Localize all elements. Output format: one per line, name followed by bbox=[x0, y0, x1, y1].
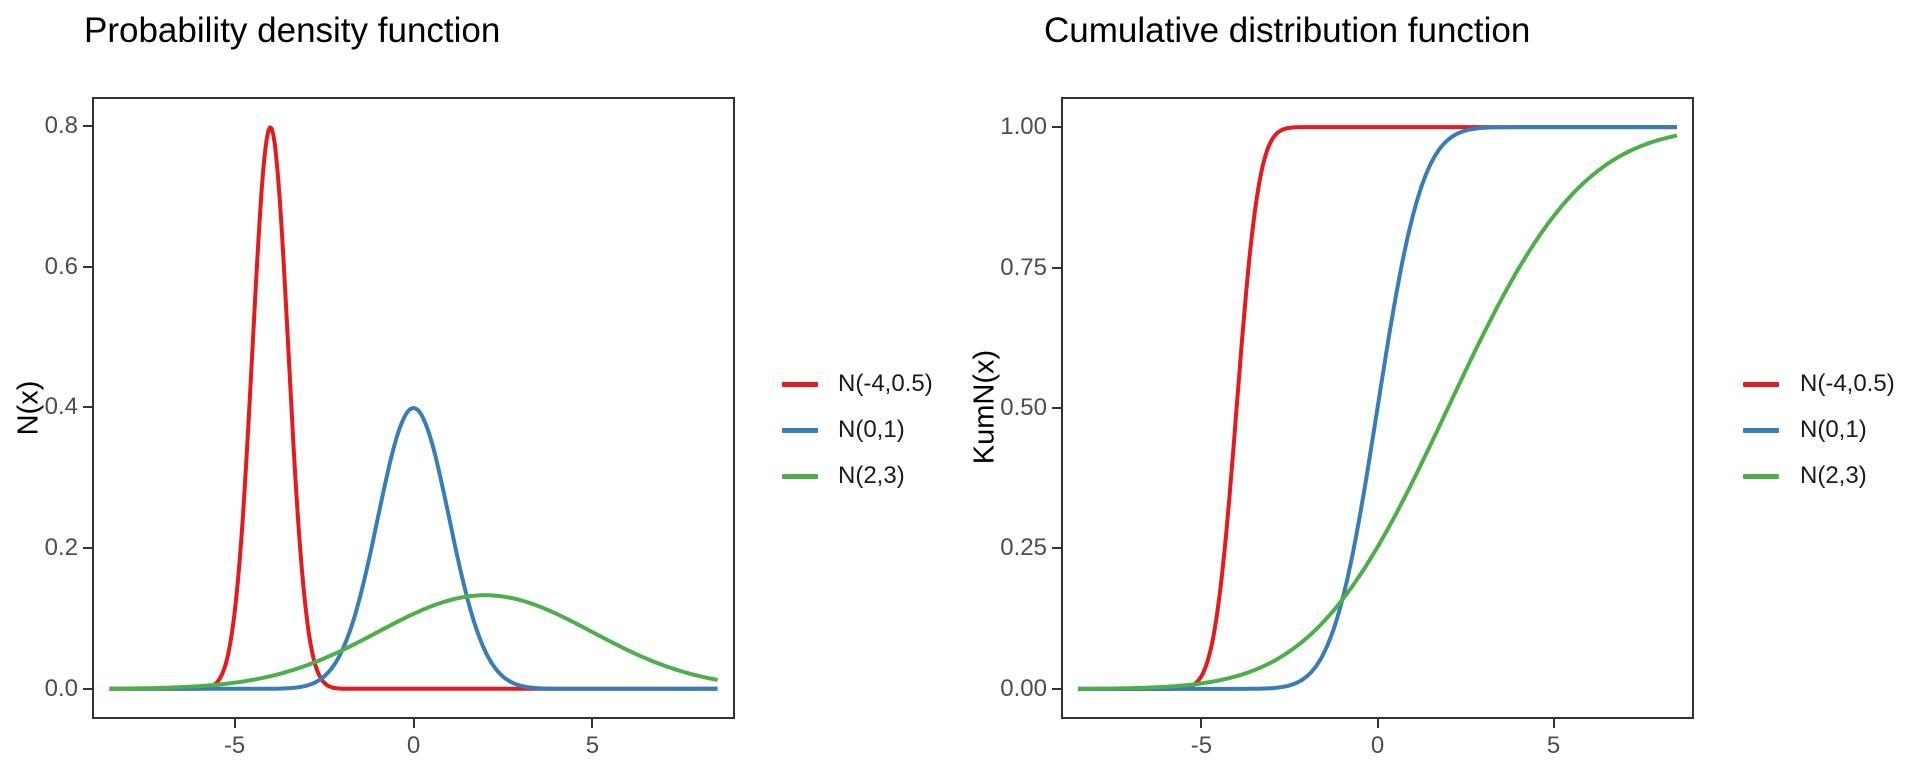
legend-item-label: N(2,3) bbox=[838, 462, 905, 489]
y-tick-mark bbox=[83, 124, 92, 127]
y-tick-label: 0.6 bbox=[44, 252, 78, 280]
chart-title-cdf: Cumulative distribution function bbox=[1044, 11, 1531, 50]
y-tick-mark bbox=[1052, 547, 1061, 550]
y-tick-label: 0.4 bbox=[44, 393, 78, 421]
y-tick-label: 0.50 bbox=[1000, 394, 1047, 421]
x-tick-mark bbox=[1552, 719, 1555, 728]
y-tick-label: 0.2 bbox=[44, 534, 78, 562]
plot-panel-pdf bbox=[92, 97, 735, 719]
legend-key-line bbox=[1743, 382, 1779, 387]
y-tick-mark bbox=[1052, 126, 1061, 129]
y-tick-mark bbox=[83, 687, 92, 690]
x-tick-label: 0 bbox=[406, 732, 421, 759]
curve-N(0,1) bbox=[109, 406, 718, 691]
y-tick-mark bbox=[1052, 266, 1061, 269]
x-tick-mark bbox=[412, 719, 415, 728]
y-tick-label: 1.00 bbox=[1000, 113, 1047, 141]
y-tick-mark bbox=[1052, 687, 1061, 690]
curve-N(-4,0.5) bbox=[109, 125, 718, 691]
legend-item-label: N(0,1) bbox=[838, 416, 905, 443]
y-tick-label: 0.25 bbox=[1000, 534, 1047, 562]
y-tick-label: 0.8 bbox=[44, 111, 78, 139]
x-tick-mark bbox=[1376, 719, 1379, 728]
x-tick-label: 5 bbox=[585, 732, 600, 759]
x-tick-mark bbox=[591, 719, 594, 728]
legend-key-line bbox=[782, 382, 818, 387]
legend-item-label: N(2,3) bbox=[1800, 462, 1867, 489]
legend-item-label: N(-4,0.5) bbox=[838, 370, 933, 397]
chart-title-pdf: Probability density function bbox=[84, 11, 501, 50]
x-tick-label: 5 bbox=[1546, 732, 1561, 759]
curve-N(0,1) bbox=[1077, 125, 1678, 691]
curve-N(2,3) bbox=[109, 593, 718, 691]
x-tick-label: -5 bbox=[223, 732, 246, 759]
y-tick-mark bbox=[83, 547, 92, 550]
y-tick-mark bbox=[83, 265, 92, 268]
plot-panel-cdf bbox=[1061, 97, 1694, 719]
x-tick-label: 0 bbox=[1370, 732, 1385, 759]
cdf-curves-svg bbox=[1077, 125, 1678, 691]
curve-N(-4,0.5) bbox=[1077, 125, 1678, 691]
y-tick-mark bbox=[83, 406, 92, 409]
legend-key-line bbox=[1743, 474, 1779, 479]
curve-N(2,3) bbox=[1077, 133, 1678, 691]
y-axis-title-cdf: KumN(x) bbox=[968, 349, 1001, 465]
legend-key-line bbox=[1743, 428, 1779, 433]
legend-item-label: N(0,1) bbox=[1800, 416, 1867, 443]
x-tick-mark bbox=[1200, 719, 1203, 728]
legend-item-label: N(-4,0.5) bbox=[1800, 370, 1895, 397]
y-tick-mark bbox=[1052, 407, 1061, 409]
pdf-curves-svg bbox=[109, 125, 718, 691]
y-tick-label: 0.0 bbox=[44, 674, 78, 702]
x-tick-label: -5 bbox=[1190, 732, 1213, 759]
legend-key-line bbox=[782, 474, 818, 479]
x-tick-mark bbox=[233, 719, 236, 728]
y-axis-title-pdf: N(x) bbox=[12, 380, 45, 436]
y-tick-label: 0.75 bbox=[1000, 253, 1047, 281]
y-tick-label: 0.00 bbox=[1000, 674, 1047, 702]
legend-key-line bbox=[782, 428, 818, 433]
